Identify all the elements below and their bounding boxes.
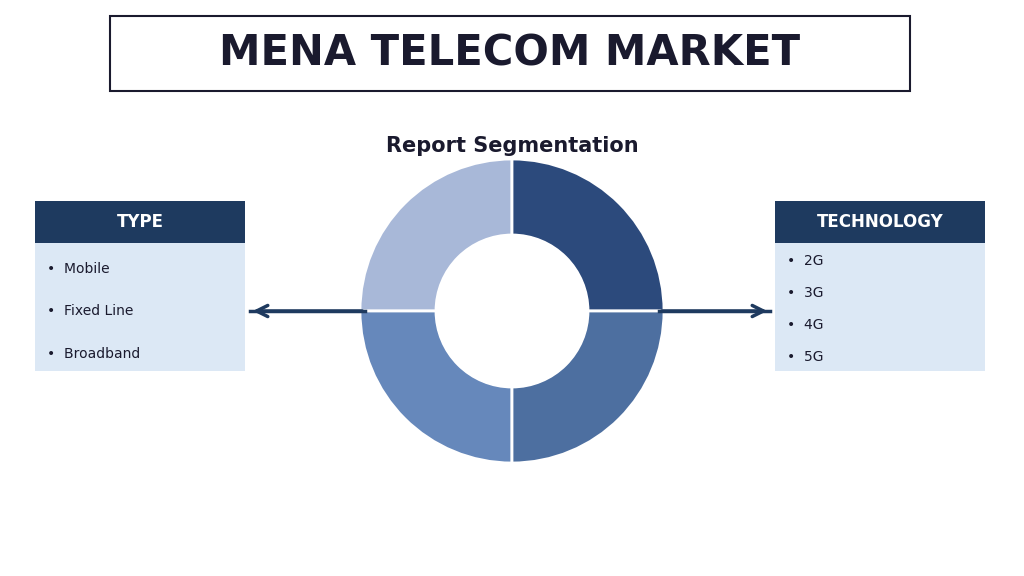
Circle shape (436, 235, 588, 387)
Text: •  3G: • 3G (787, 286, 823, 300)
Wedge shape (512, 311, 664, 463)
Wedge shape (360, 311, 512, 463)
FancyBboxPatch shape (110, 16, 910, 91)
Text: Report Segmentation: Report Segmentation (386, 136, 638, 156)
Text: MENA TELECOM MARKET: MENA TELECOM MARKET (219, 32, 801, 74)
FancyBboxPatch shape (35, 201, 245, 243)
Wedge shape (360, 159, 512, 311)
Text: •  Broadband: • Broadband (47, 347, 140, 361)
Text: TECHNOLOGY: TECHNOLOGY (816, 213, 943, 231)
Text: TYPE: TYPE (117, 213, 164, 231)
Wedge shape (512, 159, 664, 311)
Text: •  Mobile: • Mobile (47, 262, 110, 275)
Text: •  2G: • 2G (787, 253, 823, 268)
FancyBboxPatch shape (775, 201, 985, 243)
FancyBboxPatch shape (35, 243, 245, 371)
Text: •  Fixed Line: • Fixed Line (47, 304, 133, 319)
FancyBboxPatch shape (775, 243, 985, 371)
Text: •  4G: • 4G (787, 317, 823, 332)
Text: •  5G: • 5G (787, 350, 823, 363)
